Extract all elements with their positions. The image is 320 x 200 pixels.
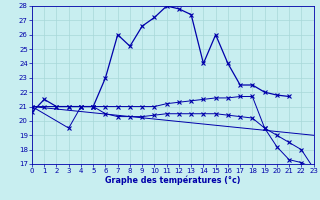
X-axis label: Graphe des températures (°c): Graphe des températures (°c) bbox=[105, 176, 241, 185]
